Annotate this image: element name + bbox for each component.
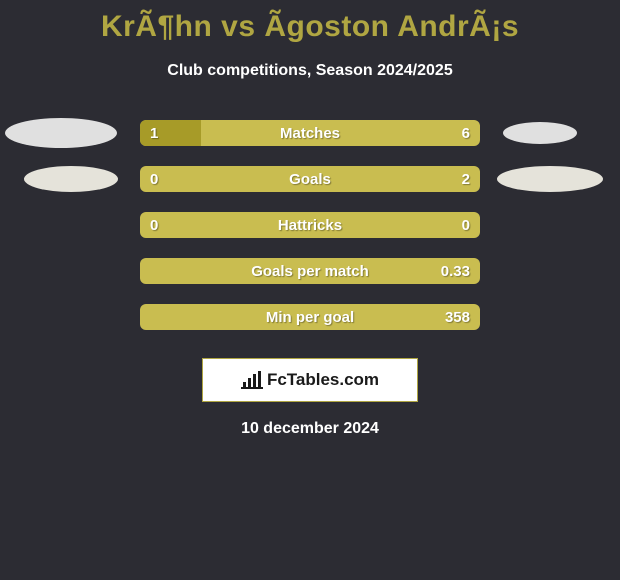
stat-label: Min per goal — [140, 309, 480, 326]
footer-logo[interactable]: FcTables.com — [202, 358, 418, 402]
stat-label: Goals per match — [140, 263, 480, 280]
stat-value-right: 358 — [445, 309, 470, 326]
player-ellipse-right — [503, 122, 577, 144]
stat-label: Goals — [140, 171, 480, 188]
stat-row: Goals per match0.33 — [0, 248, 620, 294]
stat-row: 0Goals2 — [0, 156, 620, 202]
page-subtitle: Club competitions, Season 2024/2025 — [0, 62, 620, 80]
stats-comparison-card: KrÃ¶hn vs Ãgoston AndrÃ¡s Club competiti… — [0, 0, 620, 580]
footer-logo-text: FcTables.com — [267, 370, 379, 390]
stat-bar: Min per goal358 — [140, 304, 480, 330]
stat-row: 1Matches6 — [0, 110, 620, 156]
page-title: KrÃ¶hn vs Ãgoston AndrÃ¡s — [0, 0, 620, 44]
stat-value-right: 6 — [462, 125, 470, 142]
player-ellipse-left — [5, 118, 117, 148]
player-ellipse-left — [24, 166, 118, 192]
stat-value-right: 0.33 — [441, 263, 470, 280]
chart-area: 1Matches60Goals20Hattricks0Goals per mat… — [0, 110, 620, 340]
stat-row: 0Hattricks0 — [0, 202, 620, 248]
stat-bar: Goals per match0.33 — [140, 258, 480, 284]
stat-bar: 1Matches6 — [140, 120, 480, 146]
footer-date: 10 december 2024 — [0, 420, 620, 438]
stat-label: Hattricks — [140, 217, 480, 234]
stat-value-right: 2 — [462, 171, 470, 188]
stat-value-right: 0 — [462, 217, 470, 234]
stat-row: Min per goal358 — [0, 294, 620, 340]
player-ellipse-right — [497, 166, 603, 192]
stat-bar: 0Goals2 — [140, 166, 480, 192]
stat-bar: 0Hattricks0 — [140, 212, 480, 238]
bar-chart-icon — [241, 371, 263, 389]
stat-label: Matches — [140, 125, 480, 142]
